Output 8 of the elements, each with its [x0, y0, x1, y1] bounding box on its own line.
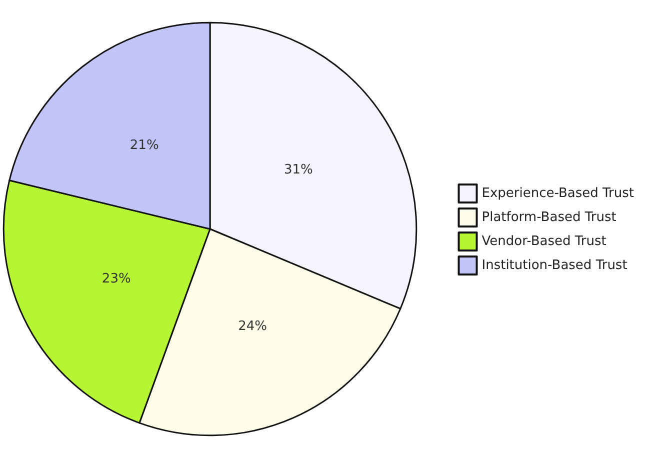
- legend-label: Experience-Based Trust: [482, 186, 634, 201]
- legend-label: Vendor-Based Trust: [482, 234, 606, 249]
- legend-label: Platform-Based Trust: [482, 210, 616, 225]
- legend-label: Institution-Based Trust: [482, 258, 628, 273]
- data-label: 21%: [130, 138, 159, 154]
- data-label: 23%: [102, 272, 131, 287]
- data-label: 31%: [284, 162, 313, 178]
- data-label: 24%: [238, 318, 268, 334]
